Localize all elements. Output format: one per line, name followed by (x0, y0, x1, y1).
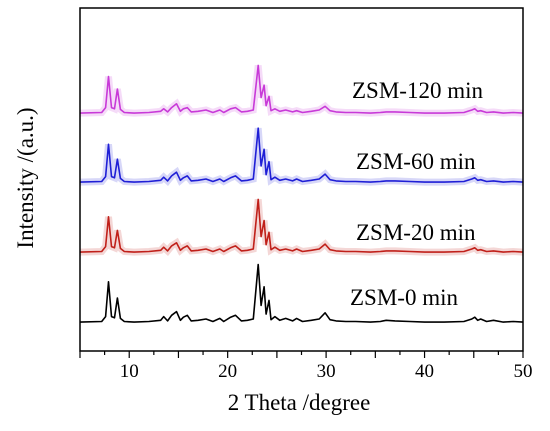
series-label: ZSM-0 min (350, 285, 458, 310)
series-line-zsm-0-min (79, 263, 524, 323)
y-axis-label: Intensity /(a.u.) (13, 107, 38, 248)
x-axis-label: 2 Theta /degree (228, 390, 371, 415)
series-label: ZSM-20 min (356, 220, 476, 245)
x-tick-label: 10 (120, 361, 139, 382)
x-tick-label: 40 (415, 361, 434, 382)
series-labels: ZSM-0 min ZSM-20 min ZSM-60 min ZSM-120 min (350, 78, 483, 310)
series-label: ZSM-60 min (356, 149, 476, 174)
x-tick-label: 20 (218, 361, 237, 382)
series-label: ZSM-120 min (352, 78, 483, 103)
series-layer (79, 64, 524, 323)
x-tick-label: 30 (317, 361, 336, 382)
x-tick-label: 50 (514, 361, 533, 382)
series-line-zsm-60-min (79, 127, 524, 183)
series-line-zsm-120-min (79, 64, 524, 114)
x-ticks: 10 20 30 40 50 (79, 351, 533, 382)
series-line-zsm-20-min (79, 198, 524, 253)
